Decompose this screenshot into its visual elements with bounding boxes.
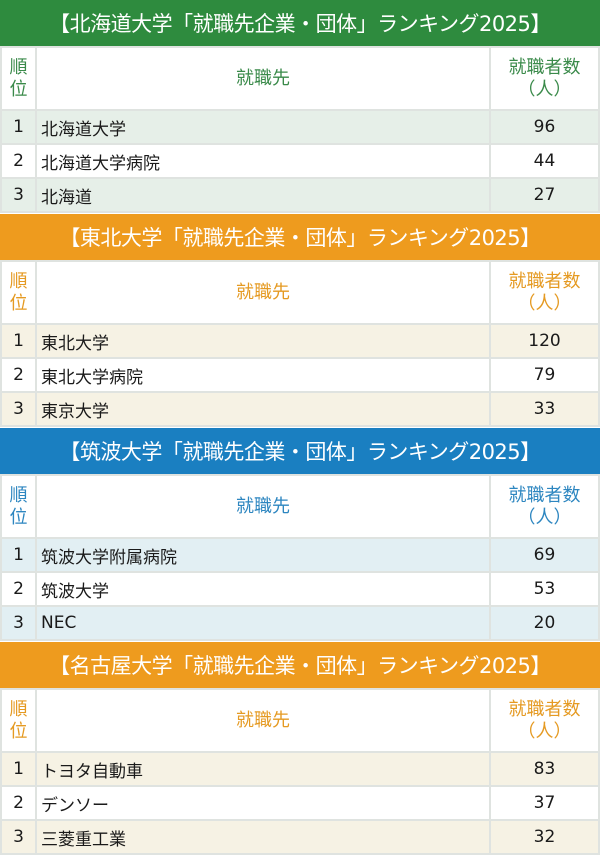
table-row: 2 東北大学病院 79 <box>0 357 600 393</box>
ranking-table: 順位 就職先 就職者数 （人） 1 北海道大学 96 2 北海道大学病院 44 3 北海道 2… <box>0 46 600 213</box>
section-nagoya: 【名古屋大学「就職先企業・団体」ランキング2025】 順位 就職先 就職者数 （人… <box>0 642 600 855</box>
header-destination: 就職先 <box>35 688 491 753</box>
table-row: 1 トヨタ自動車 83 <box>0 751 600 787</box>
header-count: 就職者数 （人） <box>489 260 600 325</box>
table-row: 2 北海道大学病院 44 <box>0 143 600 179</box>
section-tsukuba: 【筑波大学「就職先企業・団体」ランキング2025】 順位 就職先 就職者数 （人）… <box>0 428 600 641</box>
table-row: 3 東京大学 33 <box>0 391 600 427</box>
header-rank: 順位 <box>0 260 37 325</box>
header-rank: 順位 <box>0 46 37 111</box>
table-header: 順位 就職先 就職者数 （人） <box>0 46 600 111</box>
table-header: 順位 就職先 就職者数 （人） <box>0 260 600 325</box>
table-row: 2 筑波大学 53 <box>0 571 600 607</box>
table-row: 1 東北大学 120 <box>0 323 600 359</box>
header-count: 就職者数 （人） <box>489 688 600 753</box>
header-destination: 就職先 <box>35 46 491 111</box>
section-tohoku: 【東北大学「就職先企業・団体」ランキング2025】 順位 就職先 就職者数 （人）… <box>0 214 600 427</box>
table-row: 3 北海道 27 <box>0 177 600 213</box>
ranking-table: 順位 就職先 就職者数 （人） 1 トヨタ自動車 83 2 デンソー 37 3 三菱重工業 3… <box>0 688 600 855</box>
table-row: 3 三菱重工業 32 <box>0 819 600 855</box>
ranking-table: 順位 就職先 就職者数 （人） 1 筑波大学附属病院 69 2 筑波大学 53 3 NEC 2… <box>0 474 600 641</box>
section-title: 【名古屋大学「就職先企業・団体」ランキング2025】 <box>0 642 600 688</box>
table-row: 1 筑波大学附属病院 69 <box>0 537 600 573</box>
table-row: 2 デンソー 37 <box>0 785 600 821</box>
table-header: 順位 就職先 就職者数 （人） <box>0 688 600 753</box>
ranking-table: 順位 就職先 就職者数 （人） 1 東北大学 120 2 東北大学病院 79 3 東京大学 3… <box>0 260 600 427</box>
header-count: 就職者数 （人） <box>489 474 600 539</box>
section-title: 【筑波大学「就職先企業・団体」ランキング2025】 <box>0 428 600 474</box>
header-rank: 順位 <box>0 474 37 539</box>
header-count: 就職者数 （人） <box>489 46 600 111</box>
section-title: 【北海道大学「就職先企業・団体」ランキング2025】 <box>0 0 600 46</box>
table-row: 1 北海道大学 96 <box>0 109 600 145</box>
section-title: 【東北大学「就職先企業・団体」ランキング2025】 <box>0 214 600 260</box>
table-header: 順位 就職先 就職者数 （人） <box>0 474 600 539</box>
section-hokkaido: 【北海道大学「就職先企業・団体」ランキング2025】 順位 就職先 就職者数 （人… <box>0 0 600 213</box>
header-destination: 就職先 <box>35 260 491 325</box>
header-rank: 順位 <box>0 688 37 753</box>
table-row: 3 NEC 20 <box>0 605 600 641</box>
header-destination: 就職先 <box>35 474 491 539</box>
